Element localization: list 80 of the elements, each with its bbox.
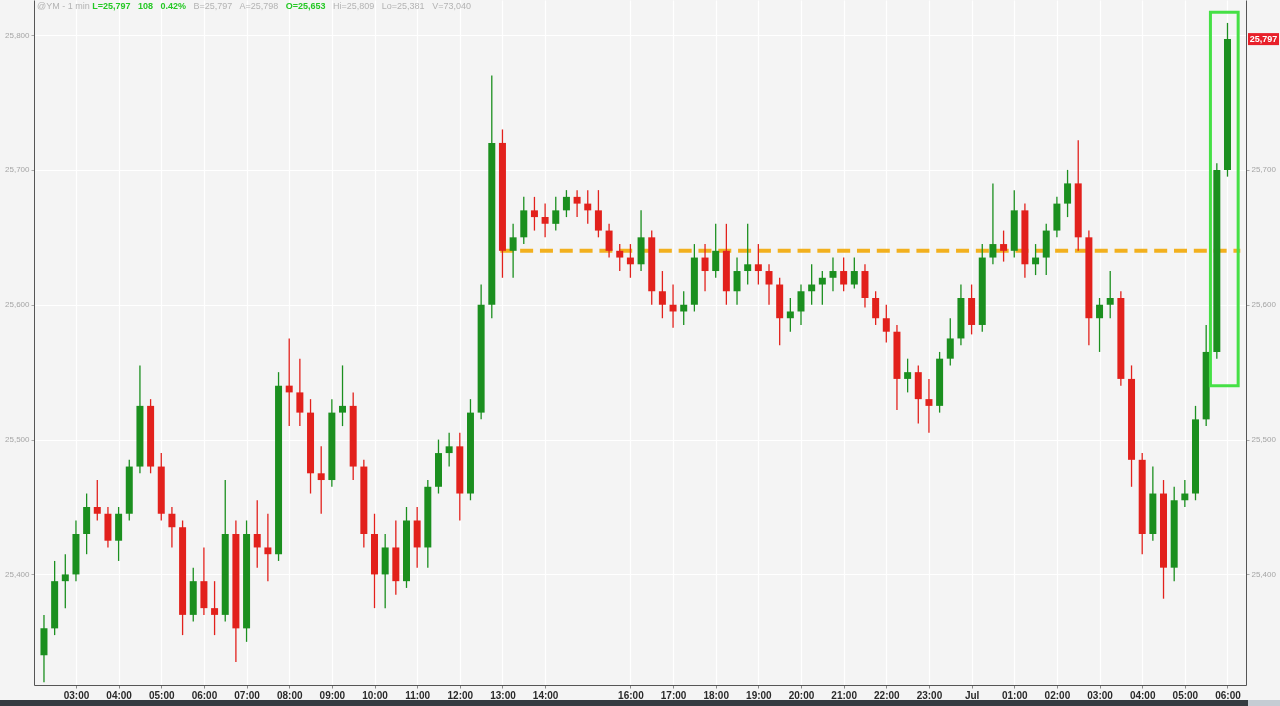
candlestick (264, 513, 272, 582)
x-tick-label: 02:00 (1044, 689, 1071, 701)
candlestick (946, 317, 954, 367)
x-tick-label: 03:00 (63, 689, 90, 701)
candlestick (744, 223, 752, 286)
candlestick (616, 243, 624, 272)
x-tick-label: 20:00 (788, 689, 815, 701)
x-tick-label: 06:00 (1215, 689, 1242, 701)
candlestick (530, 196, 538, 232)
candlestick (818, 270, 826, 306)
candlestick (658, 270, 666, 319)
candlestick (253, 499, 261, 569)
candlestick (1106, 270, 1114, 319)
candlestick (509, 223, 517, 279)
candlestick (168, 506, 176, 549)
candlestick (61, 553, 69, 609)
candlestick (93, 479, 101, 522)
candlestick (733, 256, 741, 306)
x-tick-label: 10:00 (362, 689, 389, 701)
x-tick-label: 08:00 (276, 689, 303, 701)
candlestick (552, 196, 560, 232)
candlestick (840, 256, 848, 292)
candlestick (754, 243, 762, 286)
x-tick-label: 04:00 (1129, 689, 1156, 701)
x-tick-label: 16:00 (618, 689, 645, 701)
candlestick (573, 189, 581, 218)
candlestick (786, 297, 794, 333)
candlestick (882, 304, 890, 344)
x-tick-label: 05:00 (148, 689, 175, 701)
candlestick (850, 256, 858, 290)
candlestick (872, 290, 880, 326)
candlestick (605, 223, 613, 259)
x-tick-label: Jul (964, 689, 980, 701)
candlestick (296, 358, 304, 427)
candlestick (1096, 297, 1104, 353)
x-tick-label: 11:00 (405, 689, 431, 701)
text: L=25,797 108 0.42% B=25,797 A=25,798 O=25,653 Hi=25,809 Lo=25,381 V=73,040 (92, 1, 471, 11)
candlestick (925, 378, 933, 434)
candlestick (701, 243, 709, 292)
candlestick (211, 580, 219, 636)
x-tick-label: 18:00 (703, 689, 730, 701)
candlestick (797, 283, 805, 326)
candlestick (317, 445, 325, 515)
y2-tick-label: 25,700 (1251, 165, 1277, 175)
candlestick (445, 432, 453, 468)
candlestick (1000, 229, 1008, 263)
candlestick (904, 358, 912, 394)
x-tick-label: 05:00 (1172, 689, 1199, 701)
candlestick (989, 182, 997, 265)
x-tick-label: 22:00 (874, 689, 901, 701)
x-tick-label: 09:00 (319, 689, 346, 701)
candlestick (562, 189, 570, 218)
y-tick-label: 25,700 (5, 165, 31, 175)
y-tick-label: 25,600 (5, 300, 31, 310)
x-tick-label: 13:00 (490, 689, 517, 701)
candlestick (594, 189, 602, 238)
x-tick-label: 03:00 (1087, 689, 1114, 701)
candlestick (541, 202, 549, 238)
x-tick-label: 19:00 (746, 689, 773, 701)
chart-title: @YM - 1 min (37, 1, 90, 11)
candlestick (765, 263, 773, 306)
x-tick-label: 17:00 (660, 689, 687, 701)
x-tick-label: 07:00 (234, 689, 261, 701)
x-tick-label: 01:00 (1001, 689, 1028, 701)
x-tick-label: 06:00 (191, 689, 218, 701)
candlestick (339, 364, 347, 427)
candlestick (829, 256, 837, 292)
candlestick (1064, 169, 1072, 218)
y-tick-label: 25,500 (5, 435, 31, 445)
x-tick-label: 12:00 (447, 689, 474, 701)
x-tick-label: 14:00 (532, 689, 559, 701)
x-tick-label: 23:00 (916, 689, 943, 701)
y2-tick-label: 25,500 (1251, 435, 1277, 445)
y2-tick-label: 25,600 (1251, 300, 1277, 310)
y-tick-label: 25,800 (5, 30, 31, 40)
candlestick (712, 223, 720, 279)
y-tick-label: 25,400 (5, 569, 31, 579)
x-tick-label: 04:00 (106, 689, 133, 701)
y2-tick-label: 25,400 (1251, 569, 1277, 579)
x-tick-label: 21:00 (831, 689, 858, 701)
